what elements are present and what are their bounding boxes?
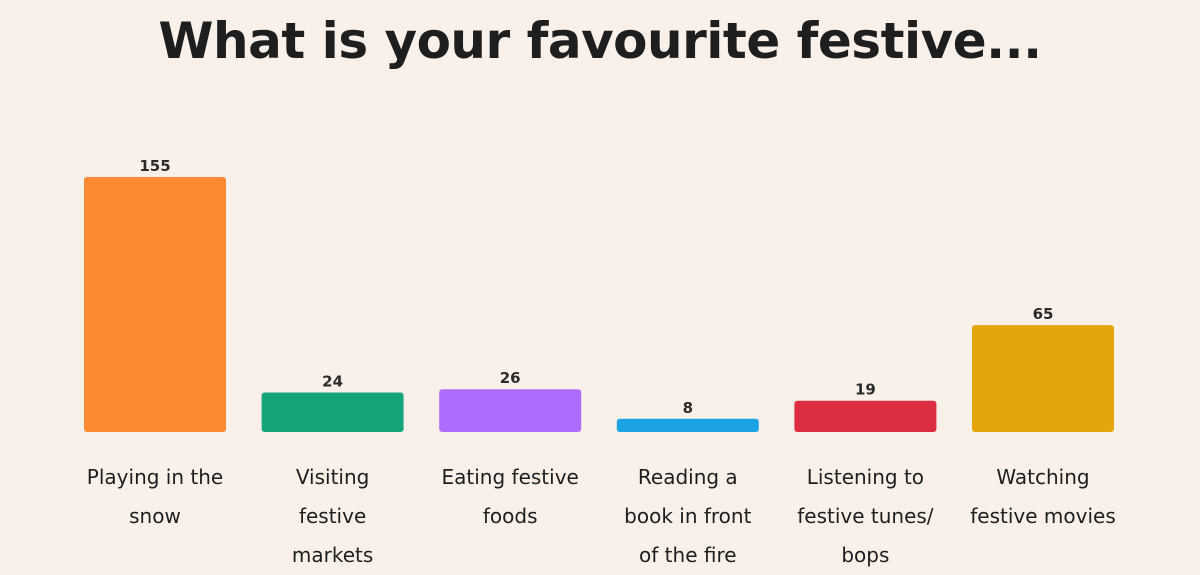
bar-6 [972, 325, 1114, 432]
category-label-line: Watching [996, 465, 1090, 489]
chart-title: What is your favourite festive... [158, 12, 1042, 70]
category-label-2: Visiting festive markets [245, 458, 420, 575]
category-label-line: of the fire [639, 543, 737, 567]
bar-value-label-5: 19 [855, 381, 876, 399]
category-label-line: foods [482, 504, 538, 528]
category-label-1: Playing in the snow [68, 458, 243, 536]
category-label-line: Reading a [637, 465, 738, 489]
bar-value-label-6: 65 [1033, 305, 1054, 323]
category-label-line: Playing in the [86, 465, 224, 489]
bar-value-label-4: 8 [683, 399, 693, 417]
bar-value-label-3: 26 [500, 369, 521, 387]
category-label-line: Listening to [806, 465, 925, 489]
category-label-4: Reading a book in front of the fire [600, 458, 775, 575]
category-label-line: festive movies [970, 504, 1116, 528]
bar-1 [84, 177, 226, 432]
category-label-line: Visiting [295, 465, 370, 489]
category-label-line: bops [841, 543, 890, 567]
bar-5 [794, 400, 937, 432]
category-label-3: Eating festive foods [423, 458, 598, 536]
bar-value-label-1: 155 [139, 157, 170, 175]
bar-3 [439, 389, 582, 432]
category-label-line: festive [298, 504, 367, 528]
category-label-line: markets [291, 543, 374, 567]
category-label-line: Eating festive [441, 465, 579, 489]
bar-value-label-2: 24 [322, 373, 343, 391]
category-label-5: Listening to festive tunes/bops [778, 458, 953, 575]
category-label-line: festive tunes/ [797, 504, 934, 528]
bar-4 [616, 418, 759, 432]
category-label-6: Watching festive movies [956, 458, 1131, 536]
category-label-line: snow [129, 504, 181, 528]
category-label-line: book in front [624, 504, 752, 528]
bar-2 [261, 392, 404, 432]
